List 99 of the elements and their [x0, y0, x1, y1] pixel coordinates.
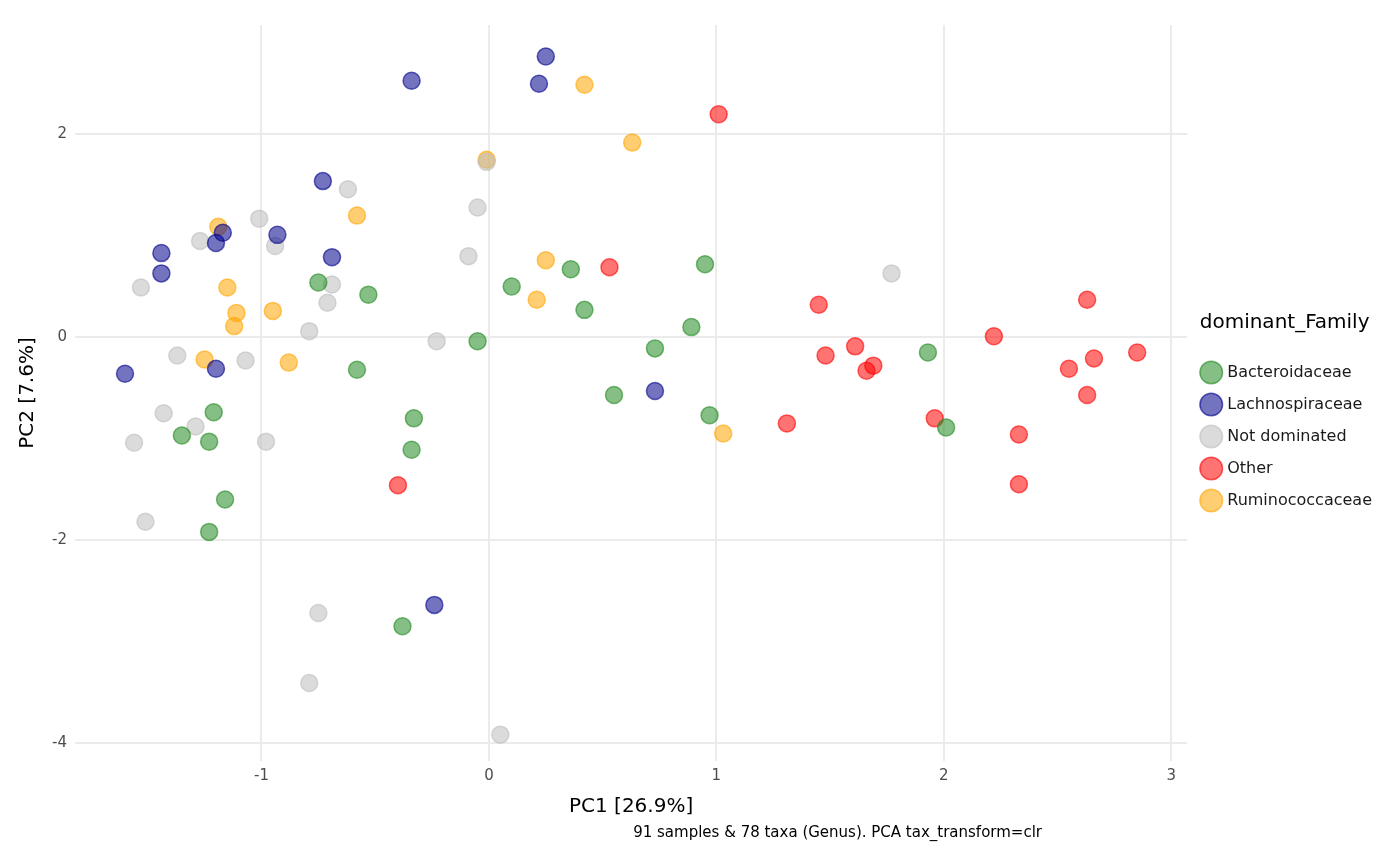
point — [402, 440, 421, 460]
point — [809, 295, 828, 315]
point — [338, 179, 358, 199]
point — [645, 339, 665, 358]
point — [575, 75, 594, 95]
point — [299, 673, 319, 693]
point — [622, 133, 642, 152]
point — [1127, 343, 1147, 362]
point — [1059, 359, 1079, 378]
point — [984, 326, 1004, 346]
x-tick-label: -1 — [253, 765, 269, 784]
point — [199, 432, 219, 451]
point — [695, 255, 715, 274]
point — [536, 47, 556, 66]
point — [600, 258, 619, 277]
legend-label: Lachnospiraceae — [1227, 393, 1363, 413]
point — [864, 356, 883, 375]
point — [468, 198, 487, 217]
point — [268, 225, 287, 245]
point — [204, 403, 223, 422]
point — [777, 414, 797, 433]
y-tick-label: 2 — [57, 124, 67, 143]
x-tick-label: 1 — [711, 765, 722, 784]
point — [536, 250, 556, 270]
point — [215, 490, 235, 509]
point — [322, 247, 342, 267]
point — [459, 246, 478, 266]
point — [604, 385, 624, 405]
point — [249, 209, 269, 228]
point — [709, 104, 728, 124]
point — [393, 616, 412, 636]
y-tick-label: -4 — [51, 732, 67, 751]
point — [882, 264, 901, 283]
point — [115, 364, 135, 383]
point — [645, 381, 665, 401]
point — [936, 418, 956, 437]
point — [845, 337, 865, 356]
point — [299, 321, 319, 341]
point — [152, 264, 171, 283]
point — [154, 404, 173, 423]
point — [279, 353, 299, 372]
x-tick-label: 0 — [484, 765, 494, 784]
point — [1077, 385, 1097, 405]
point — [152, 243, 171, 263]
point — [1084, 349, 1104, 368]
point — [713, 424, 733, 443]
legend-label: Other — [1227, 457, 1274, 477]
point — [256, 432, 276, 451]
point — [491, 725, 510, 744]
point — [1009, 474, 1029, 494]
legend-label: Not dominated — [1227, 425, 1347, 445]
point — [124, 433, 144, 452]
point — [918, 343, 938, 362]
point — [318, 293, 337, 313]
point — [561, 260, 581, 279]
legend-label: Ruminococcaceae — [1227, 489, 1373, 509]
y-tick-label: -2 — [51, 529, 67, 548]
point — [468, 332, 487, 351]
point — [527, 290, 546, 309]
point — [347, 360, 367, 379]
y-axis-title: PC2 [7.6%] — [14, 337, 39, 449]
point — [425, 595, 444, 615]
point — [313, 171, 333, 191]
point — [131, 278, 151, 297]
point — [206, 359, 226, 378]
x-tick-label: 3 — [1166, 765, 1177, 784]
point — [575, 300, 594, 320]
x-axis-title: PC1 [26.9%] — [568, 793, 694, 818]
point — [136, 512, 155, 531]
point — [404, 409, 424, 428]
point — [1077, 290, 1097, 309]
point — [529, 74, 549, 94]
point — [502, 277, 521, 296]
point — [309, 603, 328, 623]
point — [682, 317, 701, 337]
point — [359, 285, 378, 304]
point — [309, 273, 328, 292]
point — [427, 332, 446, 351]
point — [402, 71, 421, 91]
x-tick-label: 2 — [939, 765, 949, 784]
point — [224, 316, 244, 336]
point — [172, 426, 192, 445]
text: 91 samples & 78 taxa (Genus). PCA tax_transform=clr — [632, 823, 1043, 841]
point — [199, 522, 219, 542]
legend-title: dominant_Family — [1199, 308, 1370, 333]
point — [347, 206, 367, 225]
point — [236, 351, 255, 370]
point — [816, 346, 835, 365]
legend-label: Bacteroidaceae — [1227, 361, 1352, 381]
y-tick-label: 0 — [57, 327, 67, 346]
point — [218, 278, 237, 297]
point — [186, 417, 205, 436]
point — [190, 231, 210, 251]
point — [388, 476, 408, 495]
point — [700, 406, 719, 425]
point — [168, 346, 187, 365]
point — [1009, 425, 1029, 444]
point — [263, 301, 283, 321]
point — [206, 233, 226, 253]
